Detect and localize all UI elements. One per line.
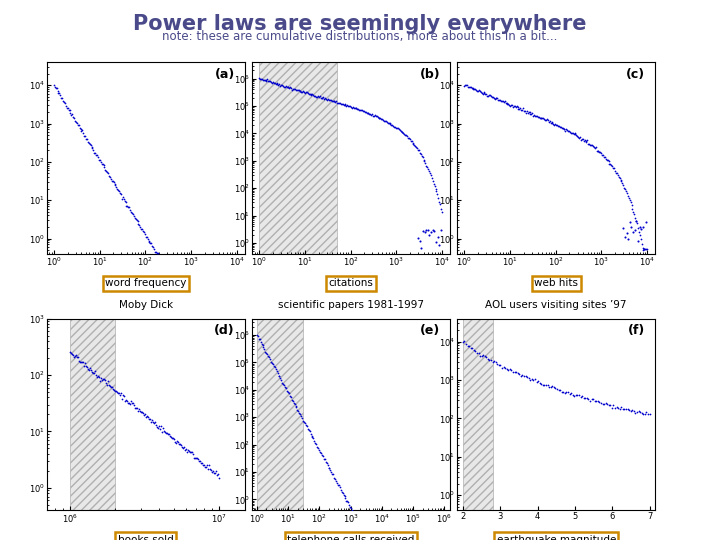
Text: AOL users visiting sites ’97: AOL users visiting sites ’97 bbox=[485, 300, 627, 310]
Text: Moby Dick: Moby Dick bbox=[119, 300, 173, 310]
Bar bbox=[257, 319, 303, 510]
Text: telephone calls received: telephone calls received bbox=[287, 535, 415, 540]
Text: (f): (f) bbox=[628, 325, 645, 338]
Text: (a): (a) bbox=[215, 68, 235, 81]
Bar bbox=[70, 319, 114, 510]
Text: scientific papers 1981-1997: scientific papers 1981-1997 bbox=[278, 300, 424, 310]
Text: (c): (c) bbox=[626, 68, 645, 81]
Text: Power laws are seemingly everywhere: Power laws are seemingly everywhere bbox=[133, 14, 587, 33]
Text: note: these are cumulative distributions, more about this in a bit...: note: these are cumulative distributions… bbox=[162, 30, 558, 43]
Text: (d): (d) bbox=[215, 325, 235, 338]
Text: citations: citations bbox=[328, 279, 374, 288]
Text: books sold: books sold bbox=[118, 535, 174, 540]
Text: web hits: web hits bbox=[534, 279, 578, 288]
Text: earthquake magnitude: earthquake magnitude bbox=[497, 535, 616, 540]
Text: (b): (b) bbox=[420, 68, 440, 81]
Bar bbox=[463, 319, 492, 510]
Bar bbox=[259, 62, 337, 254]
Text: word frequency: word frequency bbox=[105, 279, 186, 288]
Text: (e): (e) bbox=[420, 325, 440, 338]
